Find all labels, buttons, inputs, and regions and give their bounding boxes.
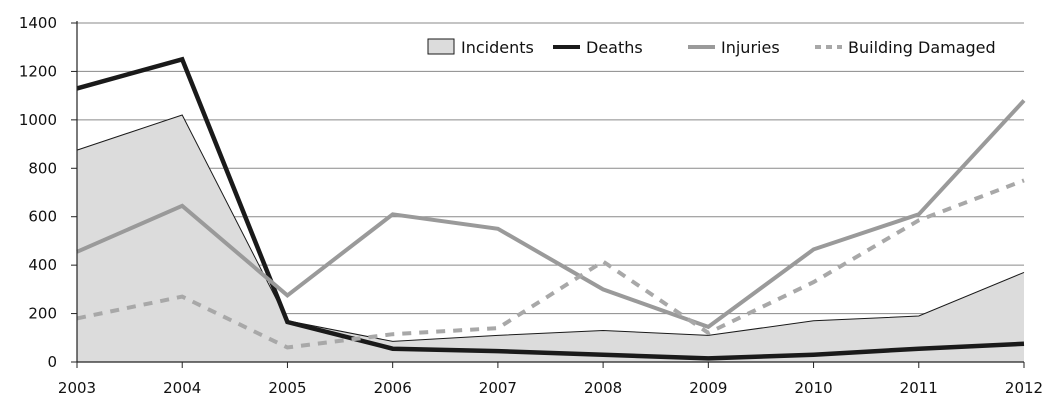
incidents-area xyxy=(77,115,1024,362)
y-tick-label: 1400 xyxy=(19,14,57,32)
axes xyxy=(71,21,1025,368)
x-tick-label: 2010 xyxy=(794,379,832,397)
legend-entry: Building Damaged xyxy=(815,38,996,57)
x-tick-labels: 2003 2004 2005 2006 2007 2008 2009 2010 2011 2012 xyxy=(58,379,1043,397)
x-tick-label: 2007 xyxy=(479,379,517,397)
y-tick-label: 600 xyxy=(28,208,57,226)
legend-label: Deaths xyxy=(586,38,643,57)
legend-entry: Incidents xyxy=(427,38,534,57)
incidents-line xyxy=(76,114,1025,342)
legend-swatch-incidents xyxy=(427,38,455,55)
y-tick-label: 0 xyxy=(47,353,57,371)
legend-label: Building Damaged xyxy=(848,38,996,57)
legend-label: Incidents xyxy=(461,38,534,57)
legend-entry: Injuries xyxy=(688,38,780,57)
series-line-1 xyxy=(76,56,1025,361)
y-tick-label: 800 xyxy=(28,159,57,177)
x-tick-label: 2004 xyxy=(163,379,201,397)
y-tick-labels: 0 200 400 600 800 1000 1200 1400 xyxy=(19,14,57,371)
y-tick-label: 1200 xyxy=(19,62,57,80)
y-tick-label: 400 xyxy=(28,256,57,274)
incidents-area-layer xyxy=(76,114,1025,362)
lines-layer xyxy=(76,56,1026,361)
x-tick-label: 2003 xyxy=(58,379,96,397)
legend-entry: Deaths xyxy=(553,38,643,57)
x-tick-label: 2008 xyxy=(584,379,622,397)
x-tick-label: 2011 xyxy=(900,379,938,397)
y-tick-label: 1000 xyxy=(19,111,57,129)
x-tick-label: 2006 xyxy=(374,379,412,397)
legend: Incidents Deaths Injuries Building Damaged xyxy=(427,38,996,57)
x-tick-label: 2005 xyxy=(268,379,306,397)
x-tick-label: 2009 xyxy=(689,379,727,397)
x-tick-label: 2012 xyxy=(1005,379,1043,397)
series-line-3 xyxy=(76,178,1025,350)
series-line-2 xyxy=(76,99,1026,330)
y-tick-label: 200 xyxy=(28,305,57,323)
legend-label: Injuries xyxy=(721,38,780,57)
